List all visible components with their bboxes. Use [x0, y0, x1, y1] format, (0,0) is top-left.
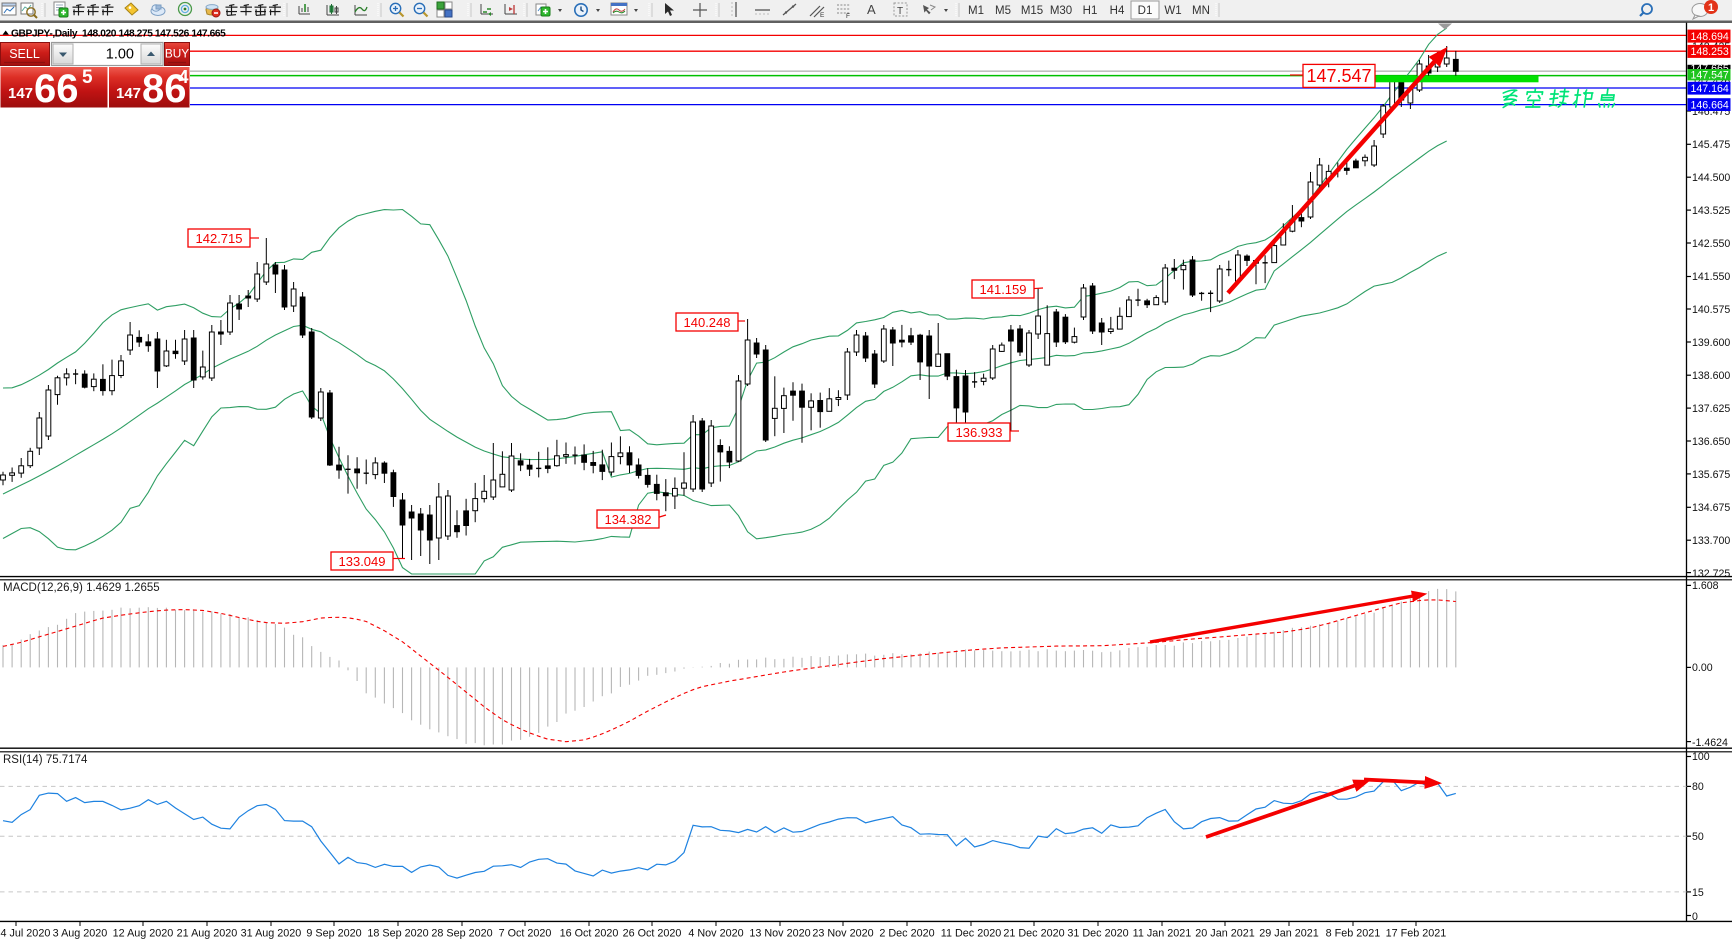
- svg-text:17 Feb 2021: 17 Feb 2021: [1386, 928, 1447, 940]
- svg-text:1.00: 1.00: [106, 47, 134, 63]
- svg-text:146.664: 146.664: [1691, 99, 1729, 111]
- svg-text:140.248: 140.248: [684, 315, 731, 330]
- svg-text:5: 5: [82, 67, 93, 88]
- svg-text:MACD(12,26,9) 1.4629 1.2655: MACD(12,26,9) 1.4629 1.2655: [3, 582, 160, 594]
- svg-text:26 Oct 2020: 26 Oct 2020: [623, 928, 682, 940]
- svg-text:138.600: 138.600: [1692, 370, 1730, 382]
- svg-text:12 Aug 2020: 12 Aug 2020: [113, 928, 174, 940]
- svg-text:0: 0: [1692, 911, 1698, 923]
- svg-text:29 Jan 2021: 29 Jan 2021: [1259, 928, 1318, 940]
- svg-text:31 Aug 2020: 31 Aug 2020: [241, 928, 302, 940]
- svg-text:100: 100: [1692, 751, 1710, 763]
- svg-text:-1.4624: -1.4624: [1692, 737, 1728, 749]
- svg-text:M5: M5: [995, 5, 1011, 17]
- svg-text:4: 4: [179, 67, 189, 87]
- svg-text:13 Nov 2020: 13 Nov 2020: [749, 928, 810, 940]
- svg-text:0.00: 0.00: [1692, 662, 1713, 674]
- svg-text:147.547: 147.547: [1306, 66, 1371, 86]
- svg-text:11 Jan 2021: 11 Jan 2021: [1133, 928, 1192, 940]
- svg-text:133.700: 133.700: [1692, 535, 1730, 547]
- svg-text:2 Dec 2020: 2 Dec 2020: [879, 928, 934, 940]
- svg-text:M15: M15: [1021, 5, 1043, 17]
- svg-text:139.600: 139.600: [1692, 337, 1730, 349]
- svg-text:21 Aug 2020: 21 Aug 2020: [177, 928, 238, 940]
- svg-text:148.253: 148.253: [1691, 46, 1729, 58]
- svg-text:145.475: 145.475: [1692, 139, 1730, 151]
- svg-text:136.650: 136.650: [1692, 436, 1730, 448]
- svg-text:135.675: 135.675: [1692, 469, 1730, 481]
- svg-text:141.550: 141.550: [1692, 271, 1730, 283]
- svg-text:148.694: 148.694: [1691, 31, 1729, 43]
- svg-text:D1: D1: [1138, 5, 1153, 17]
- svg-text:147: 147: [8, 85, 33, 102]
- svg-text:H1: H1: [1083, 5, 1098, 17]
- svg-text:3 Aug 2020: 3 Aug 2020: [53, 928, 108, 940]
- svg-text:M1: M1: [968, 5, 984, 17]
- svg-text:144.500: 144.500: [1692, 172, 1730, 184]
- svg-text:66: 66: [34, 67, 79, 111]
- svg-text:4 Nov 2020: 4 Nov 2020: [688, 928, 743, 940]
- svg-text:133.049: 133.049: [339, 554, 386, 569]
- svg-text:134.675: 134.675: [1692, 502, 1730, 514]
- svg-text:A: A: [867, 2, 876, 17]
- svg-text:142.715: 142.715: [196, 231, 243, 246]
- svg-text:T: T: [897, 6, 903, 17]
- svg-text:86: 86: [142, 67, 187, 111]
- svg-text:21 Dec 2020: 21 Dec 2020: [1003, 928, 1064, 940]
- svg-text:W1: W1: [1164, 5, 1181, 17]
- svg-text:MN: MN: [1192, 5, 1210, 17]
- svg-text:15: 15: [1692, 887, 1704, 899]
- svg-text:GBPJPY-,Daily 148.020 148.275: GBPJPY-,Daily 148.020 148.275 147.526 14…: [11, 29, 226, 40]
- svg-text:28 Sep 2020: 28 Sep 2020: [431, 928, 492, 940]
- svg-text:7 Oct 2020: 7 Oct 2020: [499, 928, 552, 940]
- svg-text:M30: M30: [1050, 5, 1072, 17]
- svg-text:E: E: [820, 12, 825, 19]
- svg-text:RSI(14) 75.7174: RSI(14) 75.7174: [3, 754, 88, 766]
- svg-text:143.525: 143.525: [1692, 205, 1730, 217]
- svg-text:147.164: 147.164: [1691, 83, 1729, 95]
- svg-text:80: 80: [1692, 781, 1704, 793]
- svg-text:141.159: 141.159: [980, 282, 1027, 297]
- svg-text:132.725: 132.725: [1692, 568, 1730, 580]
- svg-text:50: 50: [1692, 831, 1704, 843]
- svg-text:20 Jan 2021: 20 Jan 2021: [1195, 928, 1254, 940]
- svg-text:31 Dec 2020: 31 Dec 2020: [1067, 928, 1128, 940]
- svg-text:147: 147: [116, 85, 141, 102]
- svg-text:136.933: 136.933: [956, 425, 1003, 440]
- svg-text:147.547: 147.547: [1691, 70, 1729, 82]
- svg-text:BUY: BUY: [165, 47, 189, 61]
- svg-text:18 Sep 2020: 18 Sep 2020: [367, 928, 428, 940]
- svg-text:1.608: 1.608: [1692, 580, 1719, 592]
- svg-text:H4: H4: [1110, 5, 1125, 17]
- svg-text:23 Nov 2020: 23 Nov 2020: [812, 928, 873, 940]
- svg-text:SELL: SELL: [9, 47, 40, 61]
- svg-text:140.575: 140.575: [1692, 304, 1730, 316]
- svg-text:F: F: [846, 13, 850, 20]
- svg-text:137.625: 137.625: [1692, 403, 1730, 415]
- svg-text:134.382: 134.382: [605, 512, 652, 527]
- svg-text:9 Sep 2020: 9 Sep 2020: [306, 928, 361, 940]
- svg-text:1: 1: [1708, 2, 1714, 14]
- svg-text:16 Oct 2020: 16 Oct 2020: [560, 928, 619, 940]
- svg-text:8 Feb 2021: 8 Feb 2021: [1326, 928, 1381, 940]
- svg-text:142.550: 142.550: [1692, 238, 1730, 250]
- svg-text:11 Dec 2020: 11 Dec 2020: [941, 928, 1001, 940]
- svg-text:4 Jul 2020: 4 Jul 2020: [1, 928, 51, 940]
